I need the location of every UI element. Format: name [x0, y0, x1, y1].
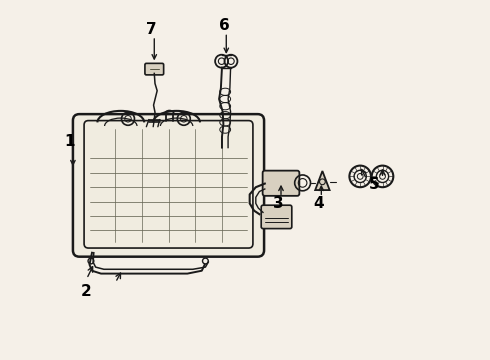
FancyBboxPatch shape: [263, 171, 299, 196]
Text: 2: 2: [81, 284, 92, 299]
Text: 7: 7: [146, 22, 157, 37]
FancyBboxPatch shape: [73, 114, 264, 257]
Text: 6: 6: [220, 18, 230, 33]
Text: 5: 5: [369, 177, 380, 192]
Text: 4: 4: [314, 196, 324, 211]
Text: 1: 1: [65, 134, 75, 149]
FancyBboxPatch shape: [145, 63, 164, 75]
Polygon shape: [315, 171, 330, 190]
FancyBboxPatch shape: [261, 205, 292, 229]
Text: 3: 3: [273, 196, 284, 211]
